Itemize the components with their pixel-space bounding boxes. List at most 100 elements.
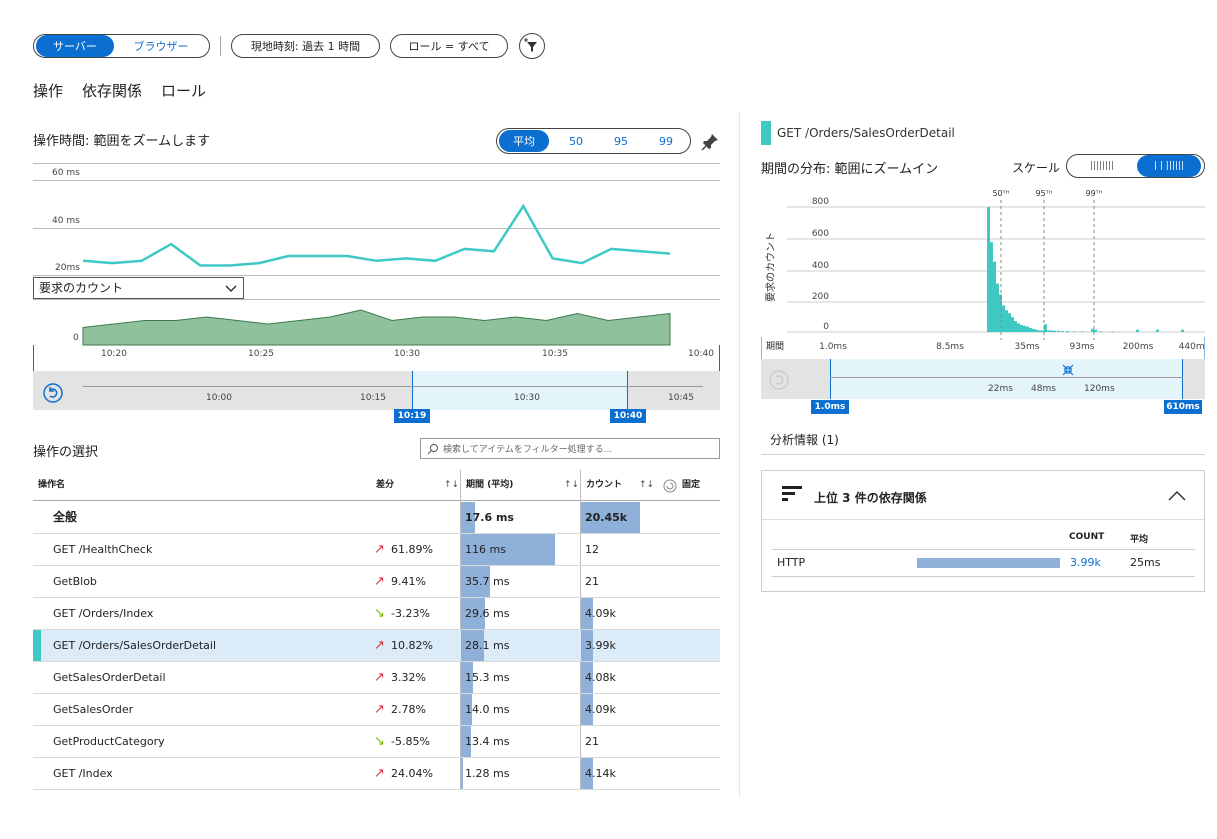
sort-delta-icon[interactable]: ↑↓ — [444, 480, 460, 490]
dist-end-handle[interactable]: 610ms — [1164, 400, 1202, 414]
row-name: GetProductCategory — [53, 735, 165, 748]
insights-divider — [761, 454, 1205, 455]
count-bar — [581, 598, 593, 629]
stat-avg[interactable]: 平均 — [499, 130, 549, 152]
op-color-swatch — [761, 121, 771, 145]
stat-p50[interactable]: 50 — [569, 134, 583, 148]
x-label-1035: 10:35 — [542, 349, 568, 359]
row-name: 全般 — [53, 510, 78, 524]
row-duration: 1.28 ms — [465, 767, 510, 780]
hist-bar — [1014, 321, 1017, 332]
table-row[interactable]: GetSalesOrderDetail ↗ 3.32% 15.3 ms 4.08k — [33, 662, 720, 694]
row-delta: 61.89% — [391, 543, 433, 556]
duration-line-chart[interactable] — [33, 170, 720, 350]
scale-label: スケール — [1012, 161, 1061, 175]
count-bar — [581, 502, 640, 533]
hist-bar — [1008, 313, 1011, 332]
brush-end-handle[interactable]: 10:40 — [610, 409, 646, 423]
table-header: 操作名 差分 ↑↓ 期間 (平均) ↑↓ カウント ↑↓ 固定 — [33, 470, 720, 501]
header-duration[interactable]: 期間 (平均) — [466, 480, 514, 490]
table-row[interactable]: GET /Index ↗ 24.04% 1.28 ms 4.14k — [33, 758, 720, 790]
role-filter[interactable]: ロール = すべて — [390, 34, 508, 58]
dist-start-handle[interactable]: 1.0ms — [811, 400, 849, 414]
table-row[interactable]: GET /HealthCheck ↗ 61.89% 116 ms 12 — [33, 534, 720, 566]
metric-dropdown[interactable]: 要求のカウント — [33, 277, 244, 299]
reset-zoom-icon[interactable] — [42, 382, 64, 404]
stat-p99[interactable]: 99 — [659, 134, 673, 148]
hist-bar — [1091, 328, 1094, 332]
hist-y-axis-title: 要求のカウント — [765, 232, 777, 302]
row-count: 21 — [585, 735, 599, 748]
table-row[interactable]: GetProductCategory ↘ -5.85% 13.4 ms 21 — [33, 726, 720, 758]
row-name: GET /Index — [53, 767, 113, 780]
hist-bar — [993, 261, 996, 332]
trend-up-icon: ↗ — [374, 766, 385, 781]
trend-up-icon: ↗ — [374, 542, 385, 557]
table-row[interactable]: GetBlob ↗ 9.41% 35.7 ms 21 — [33, 566, 720, 598]
row-name: GetSalesOrderDetail — [53, 671, 166, 684]
hist-bar — [1181, 329, 1184, 332]
sort-count-icon[interactable]: ↑↓ — [639, 480, 655, 490]
insights-header[interactable]: 分析情報 (1) — [770, 433, 839, 447]
filter-icon — [524, 38, 537, 52]
dist-brush-22: 22ms — [988, 384, 1013, 394]
stat-p95[interactable]: 95 — [614, 134, 628, 148]
y-label-60: 60 ms — [52, 168, 80, 178]
dist-brush-48: 48ms — [1031, 384, 1056, 394]
tab-operations[interactable]: 操作 — [33, 82, 64, 100]
panel-divider — [739, 112, 740, 798]
chevron-up-icon[interactable] — [1168, 490, 1186, 502]
dist-reset-icon — [769, 370, 789, 390]
dependency-card: 上位 3 件の依存関係 COUNT 平均 HTTP 3.99k 25ms — [761, 470, 1205, 592]
header-pin: 固定 — [682, 480, 701, 490]
percentile-label: 99ᵀᴴ — [1085, 189, 1102, 198]
table-row[interactable]: GetSalesOrder ↗ 2.78% 14.0 ms 4.09k — [33, 694, 720, 726]
table-row[interactable]: 全般 17.6 ms 20.45k — [33, 502, 720, 534]
search-placeholder: 検索してアイテムをフィルター処理する... — [443, 445, 613, 455]
duration-bar — [461, 662, 473, 693]
header-name[interactable]: 操作名 — [38, 480, 66, 490]
browser-toggle[interactable]: ブラウザー — [133, 40, 189, 53]
hist-bar — [1066, 331, 1069, 332]
scale-linear[interactable]: |||||||| — [1089, 161, 1115, 171]
row-duration: 13.4 ms — [465, 735, 510, 748]
op-title: GET /Orders/SalesOrderDetail — [777, 126, 955, 140]
dist-brush-selection[interactable] — [830, 359, 1183, 399]
header-count[interactable]: カウント — [586, 480, 623, 490]
brush-start-handle[interactable]: 10:19 — [394, 409, 430, 423]
table-row[interactable]: GET /Orders/Index ↘ -3.23% 29.6 ms 4.09k — [33, 598, 720, 630]
brush-label-1015: 10:15 — [360, 393, 386, 403]
time-brush-selection[interactable] — [412, 371, 628, 410]
pin-icon[interactable] — [700, 132, 720, 152]
gridline-20 — [33, 275, 720, 276]
trend-up-icon: ↗ — [374, 638, 385, 653]
sort-duration-icon[interactable]: ↑↓ — [564, 480, 580, 490]
tab-roles[interactable]: ロール — [161, 82, 207, 100]
duration-histogram[interactable]: 800 600 400 200 0 要求のカウント 50ᵀᴴ 95ᵀᴴ 99ᵀᴴ 期間 1.0ms 8… — [761, 180, 1205, 380]
server-toggle[interactable]: サーバー — [36, 35, 114, 57]
collapse-icon[interactable] — [1062, 364, 1074, 376]
table-row[interactable]: GET /Orders/SalesOrderDetail ↗ 10.82% 28.1 … — [33, 630, 720, 662]
dependency-count[interactable]: 3.99k — [1070, 556, 1101, 569]
scale-log[interactable]: | | |||||| — [1137, 155, 1201, 177]
row-count: 4.08k — [585, 671, 616, 684]
time-range-filter[interactable]: 現地時刻: 過去 1 時間 — [231, 34, 380, 58]
add-filter-button[interactable] — [519, 33, 545, 59]
duration-bar — [461, 726, 471, 757]
request-count-area — [82, 309, 671, 346]
row-name: GET /Orders/SalesOrderDetail — [53, 639, 217, 652]
card-header-avg: 平均 — [1130, 535, 1149, 545]
hist-bar — [996, 283, 999, 332]
row-count: 3.99k — [585, 639, 616, 652]
hist-bar — [1061, 331, 1064, 332]
hist-y-label: 600 — [812, 229, 829, 239]
hist-x-label: 8.5ms — [936, 342, 964, 352]
brush-label-1030: 10:30 — [514, 393, 540, 403]
search-input[interactable]: 検索してアイテムをフィルター処理する... — [420, 438, 720, 459]
tab-dependencies[interactable]: 依存関係 — [82, 82, 143, 100]
hist-bar — [1020, 324, 1023, 332]
dependency-row[interactable]: HTTP 3.99k 25ms — [772, 550, 1195, 577]
gridline-top — [33, 163, 720, 164]
pin-header-icon — [663, 479, 677, 493]
header-delta[interactable]: 差分 — [376, 480, 395, 490]
